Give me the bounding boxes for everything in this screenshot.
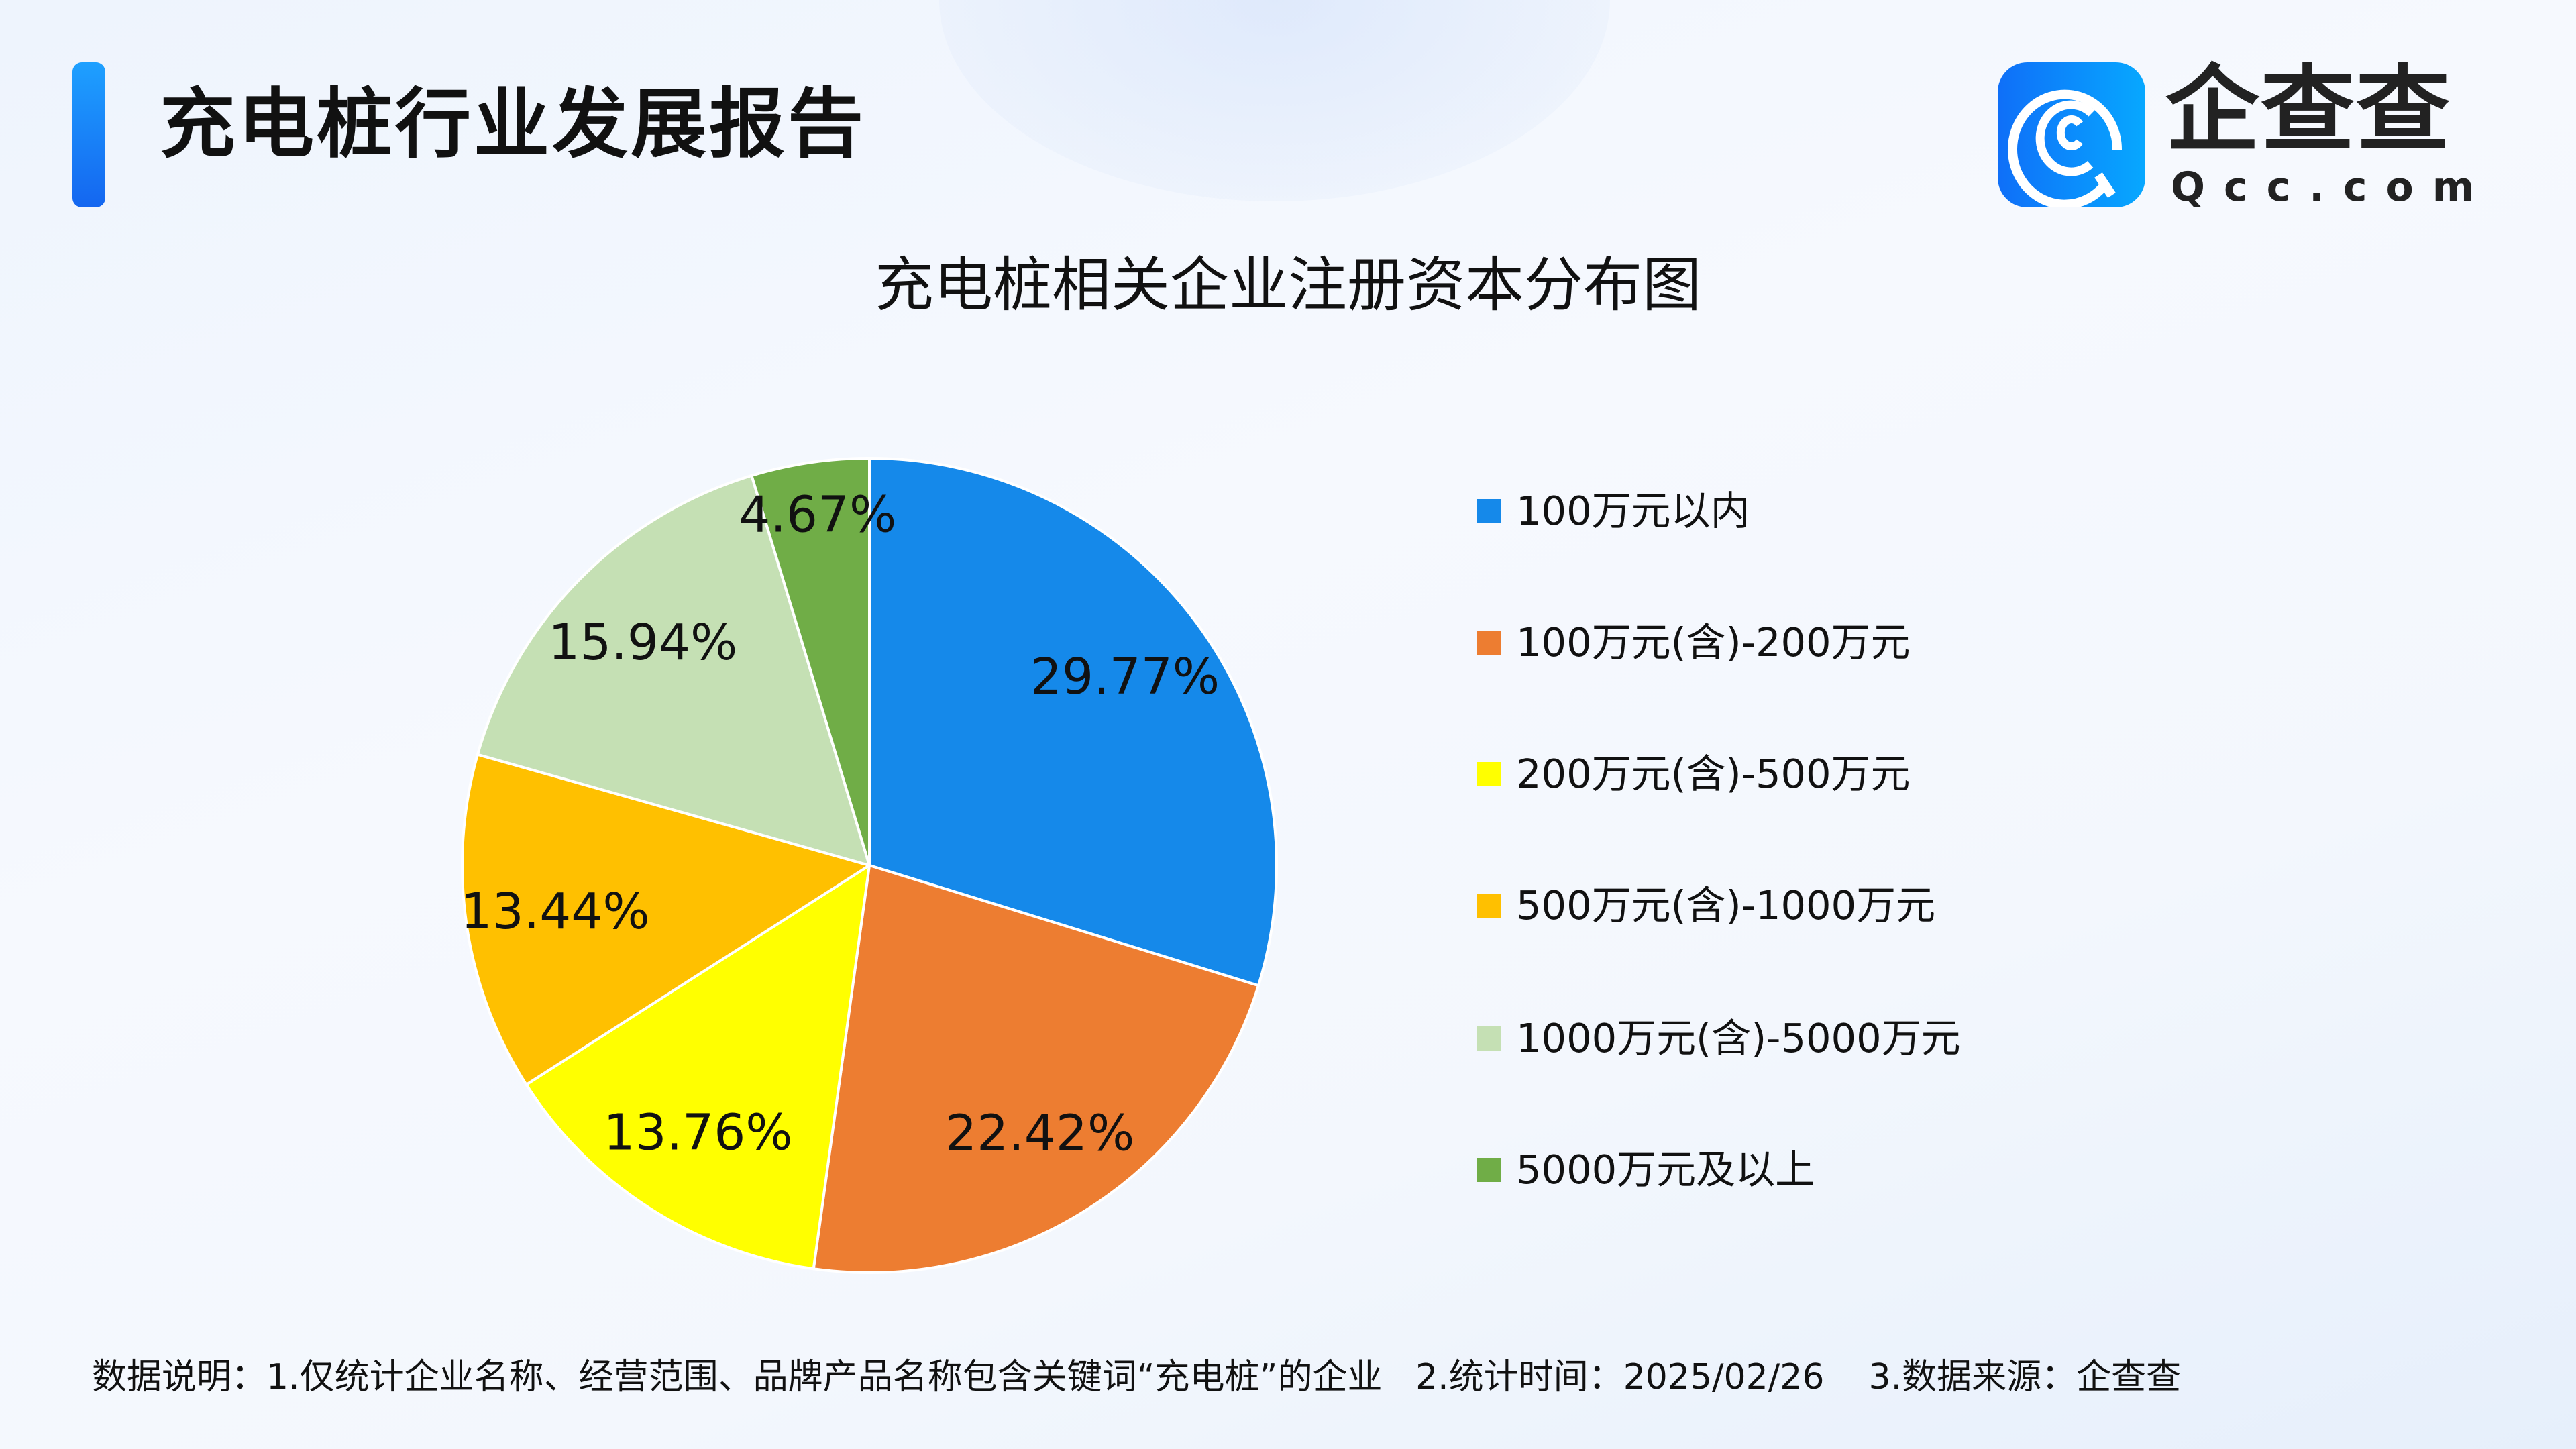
legend-swatch xyxy=(1477,762,1501,786)
legend-label: 100万元(含)-200万元 xyxy=(1516,619,1911,665)
legend-item: 5000万元及以上 xyxy=(1476,1146,1815,1194)
pie-slice xyxy=(476,474,871,867)
legend-item: 100万元(含)-200万元 xyxy=(1476,619,1911,667)
legend-swatch xyxy=(1477,894,1501,918)
data-label: 29.77% xyxy=(1030,648,1220,706)
legend-label: 200万元(含)-500万元 xyxy=(1516,751,1911,797)
data-label: 13.44% xyxy=(461,883,650,941)
legend-item: 1000万元(含)-5000万元 xyxy=(1476,1014,1961,1063)
footer-note: 数据说明：1.仅统计企业名称、经营范围、品牌产品名称包含关键词“充电桩”的企业 … xyxy=(92,1357,2182,1397)
data-label: 13.76% xyxy=(603,1104,792,1162)
pie-slice xyxy=(749,456,871,866)
page-title: 充电桩行业发展报告 xyxy=(160,80,866,168)
pie-slice xyxy=(524,862,871,1271)
legend-swatch xyxy=(1477,1026,1501,1051)
legend-swatch xyxy=(1477,1158,1501,1182)
logo-text-cn: 企查查 xyxy=(2165,56,2452,165)
title-accent-bar xyxy=(72,62,105,207)
data-label: 15.94% xyxy=(548,614,737,672)
legend-label: 5000万元及以上 xyxy=(1516,1146,1815,1193)
data-label: 4.67% xyxy=(739,486,896,544)
legend-swatch xyxy=(1477,631,1501,655)
legend-swatch xyxy=(1477,499,1501,523)
data-label: 22.42% xyxy=(945,1104,1134,1162)
legend-label: 100万元以内 xyxy=(1516,488,1750,534)
legend-item: 100万元以内 xyxy=(1476,487,1750,535)
pie-slice xyxy=(868,456,1278,987)
legend-item: 200万元(含)-500万元 xyxy=(1476,750,1911,798)
legend-label: 500万元(含)-1000万元 xyxy=(1516,882,1936,928)
pie-slice xyxy=(812,863,1260,1274)
qcc-logo: 企查查 Qcc.com xyxy=(1998,56,2474,209)
logo-text-en: Qcc.com xyxy=(2171,164,2493,211)
chart-title: 充电桩相关企业注册资本分布图 xyxy=(874,250,1701,319)
qcc-logo-icon xyxy=(1998,62,2145,209)
legend-label: 1000万元(含)-5000万元 xyxy=(1516,1015,1961,1061)
legend-item: 500万元(含)-1000万元 xyxy=(1476,881,1935,930)
